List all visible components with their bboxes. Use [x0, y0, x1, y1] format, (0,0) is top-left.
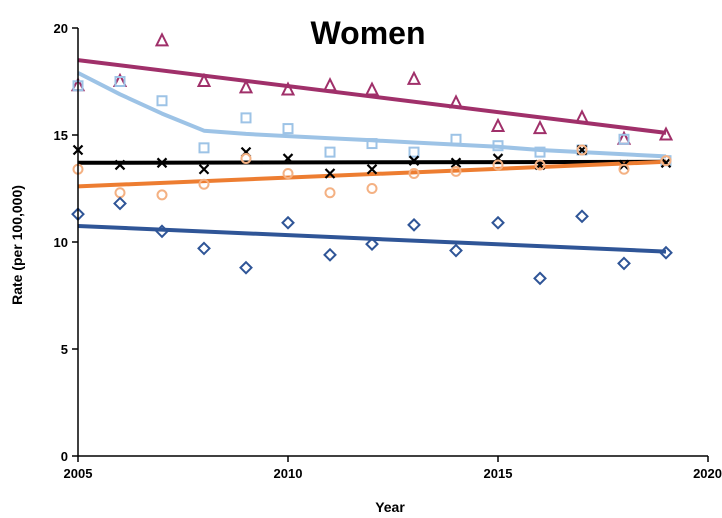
point-circle — [576, 144, 588, 156]
point-circle — [534, 159, 546, 171]
point-x — [282, 153, 294, 164]
x-tick-label: 2020 — [693, 466, 722, 481]
trend-line-circle — [77, 159, 667, 189]
point-square — [198, 142, 210, 154]
point-x — [114, 159, 126, 171]
point-diamond — [281, 215, 295, 230]
point-circle — [408, 168, 420, 180]
point-x — [324, 168, 336, 179]
point-diamond — [617, 256, 631, 271]
point-square — [240, 112, 252, 124]
point-x — [156, 157, 168, 169]
point-triangle — [532, 119, 548, 135]
point-diamond — [659, 245, 673, 260]
y-tick-label: 0 — [61, 449, 68, 464]
point-diamond — [155, 224, 169, 239]
trend-line-triangle — [77, 58, 667, 135]
point-diamond — [113, 196, 127, 211]
point-triangle — [574, 109, 590, 124]
point-triangle — [658, 126, 674, 141]
point-square — [156, 95, 168, 107]
x-tick-label: 2015 — [484, 466, 513, 481]
point-diamond — [575, 209, 589, 224]
point-diamond — [323, 247, 337, 262]
point-square — [324, 146, 336, 158]
point-square — [450, 133, 462, 145]
point-circle — [324, 187, 336, 199]
point-circle — [450, 165, 462, 177]
point-circle — [198, 178, 210, 190]
point-x — [450, 157, 462, 169]
y-axis-title: Rate (per 100,000) — [9, 185, 25, 305]
point-diamond — [365, 237, 379, 252]
point-circle — [156, 189, 168, 201]
trend-line-square — [77, 71, 667, 159]
point-triangle — [280, 81, 296, 96]
y-tick-label: 5 — [61, 342, 68, 357]
point-triangle — [322, 77, 338, 92]
x-axis-title: Year — [375, 499, 405, 515]
point-triangle — [490, 117, 506, 132]
point-diamond — [533, 271, 547, 286]
y-tick-label: 20 — [54, 21, 68, 36]
point-x — [198, 163, 210, 175]
point-square — [408, 146, 420, 158]
point-triangle — [196, 72, 212, 87]
point-circle — [240, 153, 252, 165]
point-diamond — [197, 241, 211, 256]
point-square — [282, 123, 294, 135]
point-circle — [366, 183, 378, 194]
point-triangle — [448, 94, 464, 109]
point-diamond — [491, 215, 505, 230]
axes: 0 5 10 15 20 2005 2010 2015 2020 — [54, 21, 722, 481]
point-circle — [114, 187, 126, 199]
point-triangle — [364, 81, 380, 96]
point-x — [366, 163, 378, 175]
y-tick-label: 15 — [54, 128, 68, 143]
point-square — [114, 76, 126, 87]
point-square — [618, 133, 630, 145]
point-x — [408, 155, 420, 166]
point-circle — [282, 168, 294, 180]
point-circle — [492, 159, 504, 171]
point-square — [534, 146, 546, 158]
point-circle — [618, 163, 630, 175]
point-triangle — [154, 32, 170, 47]
point-triangle — [238, 79, 254, 94]
point-diamond — [239, 260, 253, 275]
chart-title: Women — [311, 15, 426, 51]
plot-area — [70, 32, 674, 286]
point-square — [492, 140, 504, 152]
y-tick-label: 10 — [54, 235, 68, 250]
point-diamond — [407, 217, 421, 232]
point-x — [660, 157, 672, 169]
x-tick-label: 2010 — [274, 466, 303, 481]
point-triangle — [406, 70, 422, 85]
x-tick-label: 2005 — [64, 466, 93, 481]
point-square — [366, 138, 378, 150]
trend-line-x — [77, 159, 667, 165]
point-diamond — [449, 243, 463, 258]
point-circle — [660, 155, 672, 167]
